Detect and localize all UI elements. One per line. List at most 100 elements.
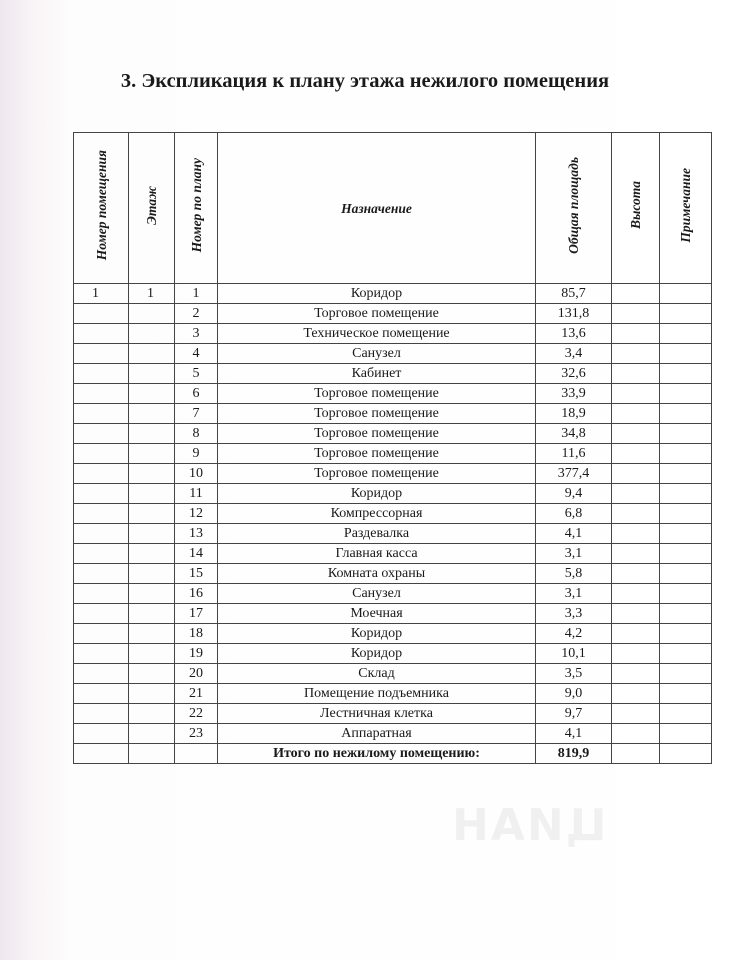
table-row: 2 Торговое помещение 131,8 (73, 303, 712, 324)
cell-purpose: Коридор (217, 283, 536, 304)
cell-height (611, 683, 660, 704)
table-row: 18 Коридор 4,2 (73, 623, 712, 644)
cell-note (659, 503, 712, 524)
cell-room-number (73, 643, 129, 664)
cell-height (611, 583, 660, 604)
cell-purpose: Помещение подъемника (217, 683, 536, 704)
cell-note (659, 723, 712, 744)
cell-note (659, 283, 712, 304)
cell-area: 10,1 (535, 643, 612, 664)
cell-height (611, 563, 660, 584)
cell-purpose: Торговое помещение (217, 403, 536, 424)
cell-note (659, 643, 712, 664)
cell-room-number (73, 623, 129, 644)
table-row: 15 Комната охраны 5,8 (73, 563, 712, 584)
table-header-row: Номер помещения Этаж Номер по плану Назн… (73, 132, 712, 284)
cell-note (659, 663, 712, 684)
cell-purpose: Кабинет (217, 363, 536, 384)
cell-note (659, 483, 712, 504)
cell-purpose: Коридор (217, 623, 536, 644)
cell-note (659, 543, 712, 564)
cell-purpose: Торговое помещение (217, 383, 536, 404)
cell-plan-number: 7 (174, 403, 218, 424)
cell-room-number (73, 663, 129, 684)
cell-floor (128, 383, 175, 404)
cell-height (611, 623, 660, 644)
table-row: 5 Кабинет 32,6 (73, 363, 712, 384)
cell-height (611, 663, 660, 684)
total-label: Итого по нежилому помещению: (217, 743, 536, 764)
total-area: 819,9 (535, 743, 612, 764)
cell-purpose: Комната охраны (217, 563, 536, 584)
cell-area: 85,7 (535, 283, 612, 304)
cell-purpose: Санузел (217, 343, 536, 364)
cell-purpose: Коридор (217, 483, 536, 504)
cell-floor (128, 543, 175, 564)
header-floor: Этаж (128, 132, 175, 284)
cell-purpose: Моечная (217, 603, 536, 624)
cell-floor (128, 643, 175, 664)
cell-area: 34,8 (535, 423, 612, 444)
cell-plan-number: 23 (174, 723, 218, 744)
cell-height (611, 323, 660, 344)
header-note: Примечание (659, 132, 712, 284)
cell-plan-number: 4 (174, 343, 218, 364)
page-title: 3. Экспликация к плану этажа нежилого по… (120, 70, 610, 92)
cell-floor (128, 363, 175, 384)
cell-floor (128, 563, 175, 584)
cell-plan-number: 15 (174, 563, 218, 584)
cell-height (611, 483, 660, 504)
header-room-number: Номер помещения (73, 132, 129, 284)
cell-purpose: Коридор (217, 643, 536, 664)
cell-plan-number: 1 (174, 283, 218, 304)
cell-height (611, 723, 660, 744)
cell-plan-number: 3 (174, 323, 218, 344)
cell-room-number (73, 343, 129, 364)
cell-floor (128, 323, 175, 344)
header-plan-number: Номер по плану (174, 132, 218, 284)
table-row: 14 Главная касса 3,1 (73, 543, 712, 564)
cell-height (611, 403, 660, 424)
cell-plan-number: 16 (174, 583, 218, 604)
watermark-logo: ЦИАН (450, 800, 607, 851)
cell-plan-number: 6 (174, 383, 218, 404)
cell-floor (128, 683, 175, 704)
cell-plan-number: 19 (174, 643, 218, 664)
cell-purpose: Склад (217, 663, 536, 684)
cell-note (659, 583, 712, 604)
cell-room-number (73, 363, 129, 384)
cell-floor (128, 423, 175, 444)
cell-note (659, 603, 712, 624)
cell-purpose: Главная касса (217, 543, 536, 564)
cell-floor (128, 723, 175, 744)
cell-room-number (73, 463, 129, 484)
cell-area: 18,9 (535, 403, 612, 424)
cell-area: 9,0 (535, 683, 612, 704)
cell-room-number (73, 483, 129, 504)
cell-height (611, 343, 660, 364)
cell-plan-number: 18 (174, 623, 218, 644)
cell-note (659, 403, 712, 424)
cell-area: 32,6 (535, 363, 612, 384)
table-row: 1 1 1 Коридор 85,7 (73, 283, 712, 304)
cell-plan-number: 5 (174, 363, 218, 384)
cell-floor (128, 703, 175, 724)
cell-purpose: Аппаратная (217, 723, 536, 744)
cell-height (611, 703, 660, 724)
table-row: 12 Компрессорная 6,8 (73, 503, 712, 524)
cell-room-number (73, 563, 129, 584)
cell-room-number (73, 523, 129, 544)
cell-note (659, 343, 712, 364)
cell-height (611, 443, 660, 464)
cell-floor (128, 483, 175, 504)
cell-area: 11,6 (535, 443, 612, 464)
cell-purpose: Техническое помещение (217, 323, 536, 344)
cell-purpose: Торговое помещение (217, 443, 536, 464)
cell-room-number (73, 583, 129, 604)
cell-area: 3,5 (535, 663, 612, 684)
cell-floor (128, 583, 175, 604)
table-row: 23 Аппаратная 4,1 (73, 723, 712, 744)
cell-area: 4,1 (535, 723, 612, 744)
cell-plan-number: 12 (174, 503, 218, 524)
cell-room-number (73, 603, 129, 624)
